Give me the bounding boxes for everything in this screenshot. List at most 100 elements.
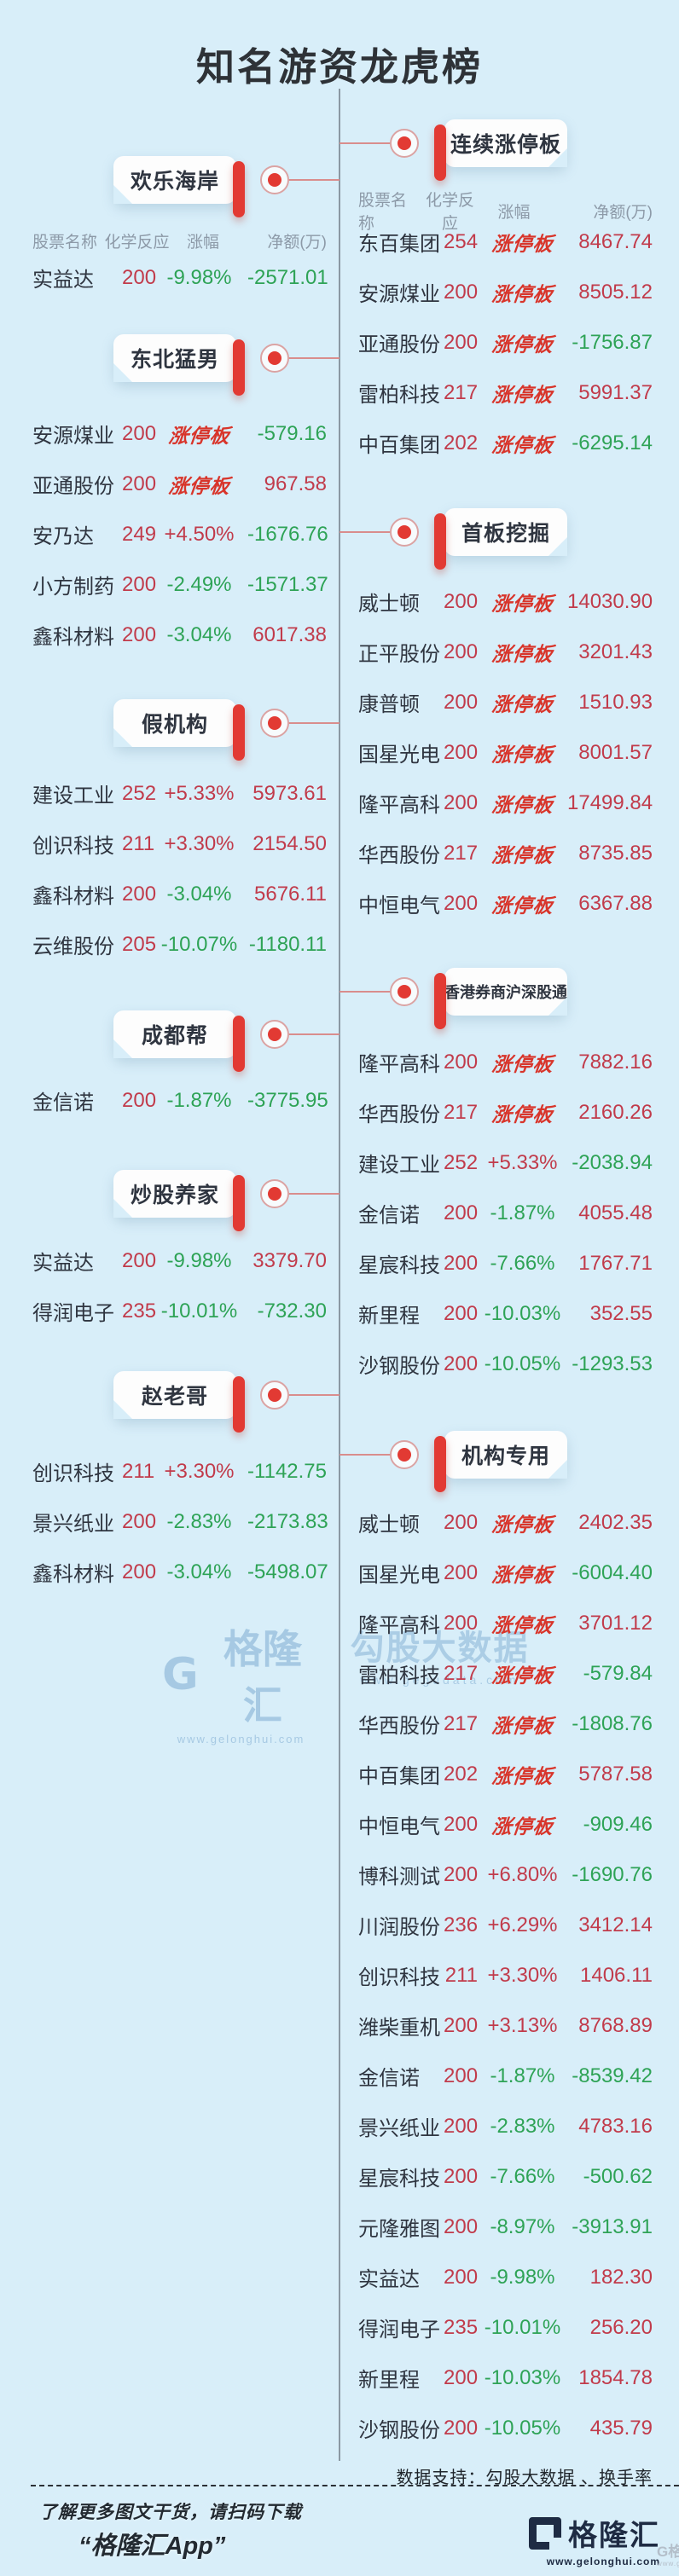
gelonghui-brand-name: 格隆汇 bbox=[568, 2520, 660, 2552]
header-chemical-reaction: 化学反应 bbox=[104, 233, 170, 252]
chemical-reaction-value: 200 bbox=[444, 1611, 479, 1635]
change-value: +6.80% bbox=[487, 1862, 558, 1886]
node-dot-icon bbox=[390, 1440, 419, 1469]
node-dot-icon bbox=[260, 344, 289, 373]
gelonghui-brand-url: www.gelonghui.com bbox=[546, 2556, 660, 2567]
limit-up-badge: 涨停板 bbox=[490, 333, 554, 356]
stock-row: 正平股份 200 涨停板 3201.43 bbox=[358, 627, 653, 677]
chemical-reaction-value: 200 bbox=[122, 421, 157, 445]
limit-up-badge: 涨停板 bbox=[490, 692, 554, 715]
stock-row: 沙钢股份 200 -10.05% -1293.53 bbox=[358, 1339, 653, 1389]
header-chemical-reaction: 化学反应 bbox=[425, 192, 474, 233]
chemical-reaction-value: 200 bbox=[444, 1862, 479, 1886]
section-label: 东北猛男 bbox=[130, 348, 219, 372]
net-amount-value: -8539.42 bbox=[572, 2064, 653, 2087]
tag-notch bbox=[548, 997, 567, 1016]
limit-up-badge: 涨停板 bbox=[490, 1764, 554, 1787]
change-value: 涨停板 bbox=[478, 1810, 567, 1839]
chemical-reaction-value: 200 bbox=[122, 1088, 157, 1112]
stock-row: 新里程 200 -10.03% 352.55 bbox=[358, 1288, 653, 1339]
stock-name: 得润电子 bbox=[358, 2318, 440, 2342]
change-value: 涨停板 bbox=[151, 420, 247, 449]
tag-notch bbox=[113, 1199, 132, 1218]
gelonghui-watermark-text: 格隆汇 bbox=[223, 1627, 302, 1728]
table-header: 股票名称 化学反应 涨幅 净额(万) bbox=[358, 188, 653, 233]
chemical-reaction-value: 200 bbox=[444, 2013, 479, 2037]
node-dot-icon bbox=[260, 1381, 289, 1410]
stock-name: 得润电子 bbox=[32, 1302, 114, 1325]
stock-row: 国星光电 200 涨停板 8001.57 bbox=[358, 727, 653, 778]
chemical-reaction-value: 200 bbox=[444, 2164, 479, 2188]
stock-row: 星宸科技 200 -7.66% 1767.71 bbox=[358, 1238, 653, 1288]
stock-name: 实益达 bbox=[32, 1252, 94, 1275]
stock-name: 金信诺 bbox=[358, 2067, 420, 2090]
connector-line bbox=[340, 531, 394, 533]
gelonghui-g-icon bbox=[529, 2516, 561, 2550]
stock-row: 潍柴重机 200 +3.13% 8768.89 bbox=[358, 2000, 653, 2051]
node-dot-icon bbox=[390, 977, 419, 1006]
chemical-reaction-value: 211 bbox=[122, 831, 155, 855]
change-value: +3.30% bbox=[487, 1963, 558, 1987]
stock-row: 安源煤业 200 涨停板 8505.12 bbox=[358, 267, 653, 317]
header-stock-name: 股票名称 bbox=[32, 233, 98, 252]
section-tag: 炒股养家 bbox=[113, 1170, 236, 1218]
promo-text-line2: “格隆汇App” bbox=[78, 2533, 226, 2560]
chemical-reaction-value: 217 bbox=[444, 841, 479, 865]
chemical-reaction-value: 200 bbox=[122, 572, 157, 596]
change-value: 涨停板 bbox=[478, 1098, 567, 1127]
tag-notch bbox=[548, 537, 567, 556]
node-dot-icon bbox=[390, 518, 419, 547]
net-amount-value: 352.55 bbox=[589, 1301, 653, 1325]
limit-up-badge: 涨停板 bbox=[490, 843, 554, 866]
stock-name: 建设工业 bbox=[358, 1154, 440, 1177]
net-amount-value: -6004.40 bbox=[572, 1560, 653, 1584]
net-amount-value: 7882.16 bbox=[578, 1050, 653, 1074]
change-value: -10.05% bbox=[484, 2416, 561, 2440]
stock-name: 建设工业 bbox=[32, 784, 114, 808]
stock-name: 隆平高科 bbox=[358, 1053, 440, 1076]
change-value: -3.04% bbox=[166, 622, 232, 646]
rows-container: 实益达 200 -9.98% 3379.70 得润电子 235 -10.01% -732.30 bbox=[32, 1236, 327, 1336]
section-tag: 香港券商沪深股通 bbox=[444, 968, 567, 1016]
stock-name: 创识科技 bbox=[358, 1966, 440, 1989]
net-amount-value: 967.58 bbox=[264, 472, 327, 495]
change-value: -1.87% bbox=[490, 1201, 555, 1224]
change-value: +3.30% bbox=[164, 831, 235, 855]
limit-up-badge: 涨停板 bbox=[490, 232, 554, 255]
stock-name: 川润股份 bbox=[358, 1916, 440, 1939]
gelonghui-watermark-url: www.gelonghui.com bbox=[177, 1733, 305, 1745]
chemical-reaction-value: 236 bbox=[444, 1913, 479, 1936]
change-value: 涨停板 bbox=[478, 688, 567, 717]
section-label: 首板挖掘 bbox=[461, 522, 550, 546]
chemical-reaction-value: 200 bbox=[444, 280, 479, 304]
tag-notch bbox=[113, 728, 132, 747]
tag-red-bar bbox=[233, 704, 245, 761]
limit-up-badge: 涨停板 bbox=[166, 424, 231, 447]
tag-red-bar bbox=[233, 1016, 245, 1072]
section-label: 欢乐海岸 bbox=[130, 170, 219, 194]
stock-row: 康普顿 200 涨停板 1510.93 bbox=[358, 677, 653, 727]
stock-row: 景兴纸业 200 -2.83% -2173.83 bbox=[32, 1496, 328, 1547]
stock-row: 安乃达 249 +4.50% -1676.76 bbox=[32, 509, 328, 559]
stock-row: 小方制药 200 -2.49% -1571.37 bbox=[32, 559, 328, 610]
chemical-reaction-value: 200 bbox=[122, 1248, 157, 1272]
stock-name: 实益达 bbox=[32, 269, 94, 292]
gelonghui-brand-logo: 格隆汇 www.gelonghui.com bbox=[529, 2512, 660, 2567]
page-title: 知名游资龙虎榜 bbox=[195, 45, 483, 89]
stock-row: 金信诺 200 -1.87% -3775.95 bbox=[32, 1075, 328, 1126]
section-label: 连续涨停板 bbox=[450, 133, 561, 157]
chemical-reaction-value: 200 bbox=[444, 2265, 479, 2289]
net-amount-value: -2038.94 bbox=[572, 1150, 653, 1174]
stock-row: 创识科技 211 +3.30% 2154.50 bbox=[32, 819, 327, 869]
net-amount-value: -3913.91 bbox=[572, 2214, 653, 2238]
stock-name: 创识科技 bbox=[32, 835, 114, 858]
stock-name: 小方制药 bbox=[32, 576, 114, 599]
chemical-reaction-value: 200 bbox=[444, 1201, 479, 1224]
rows-container: 建设工业 252 +5.33% 5973.61 创识科技 211 +3.30% 2154.50… bbox=[32, 768, 327, 970]
change-value: -9.98% bbox=[166, 1248, 232, 1272]
gelonghui-g-logo-icon: G bbox=[162, 1649, 199, 1700]
stock-row: 星宸科技 200 -7.66% -500.62 bbox=[358, 2151, 653, 2202]
node-dot-icon bbox=[260, 165, 289, 194]
chemical-reaction-value: 200 bbox=[444, 1560, 479, 1584]
net-amount-value: -909.46 bbox=[583, 1812, 653, 1836]
